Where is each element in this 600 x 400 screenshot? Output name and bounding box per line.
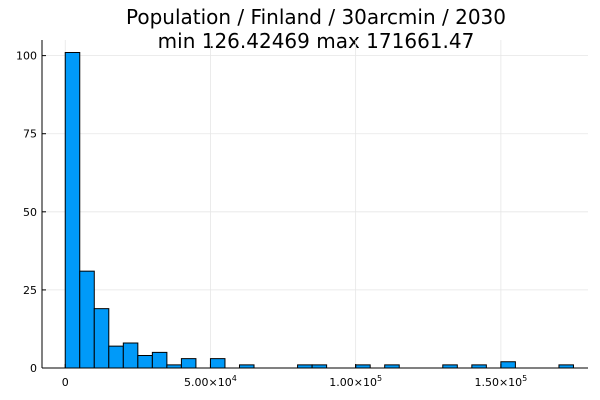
histogram-bar-9 bbox=[180, 358, 197, 369]
grid-lines bbox=[42, 40, 588, 369]
histogram-bar-1 bbox=[64, 51, 81, 369]
x-tick-label-2: 1.00×105 bbox=[329, 374, 382, 389]
histogram-bar-5 bbox=[122, 342, 139, 369]
histogram-bar-6 bbox=[137, 355, 153, 369]
x-tick-label-1: 5.00×104 bbox=[184, 374, 237, 389]
y-tick-label-3: 75 bbox=[23, 128, 37, 141]
y-tick-label-0: 0 bbox=[30, 362, 37, 375]
chart-title-line2: min 126.42469 max 171661.47 bbox=[158, 29, 475, 53]
y-tick-label-1: 25 bbox=[23, 284, 37, 297]
histogram-bars bbox=[64, 51, 574, 369]
chart-title-line1: Population / Finland / 30arcmin / 2030 bbox=[126, 5, 506, 29]
y-tick-label-4: 100 bbox=[16, 50, 37, 63]
x-axis-ticks: 0 5.00×104 1.00×105 1.50×105 bbox=[62, 364, 527, 389]
histogram-bar-31 bbox=[500, 361, 516, 369]
histogram-bar-3 bbox=[93, 308, 110, 369]
x-tick-label-3: 1.50×105 bbox=[474, 374, 527, 389]
y-axis-ticks: 0 25 50 75 100 bbox=[16, 50, 46, 375]
histogram-bar-11 bbox=[209, 358, 226, 369]
histogram-bar-4 bbox=[108, 345, 124, 369]
histogram-bar-2 bbox=[79, 270, 95, 369]
histogram-bar-7 bbox=[151, 351, 168, 369]
x-tick-label-0: 0 bbox=[62, 376, 69, 389]
y-tick-label-2: 50 bbox=[23, 206, 37, 219]
plot-axes bbox=[41, 40, 588, 369]
